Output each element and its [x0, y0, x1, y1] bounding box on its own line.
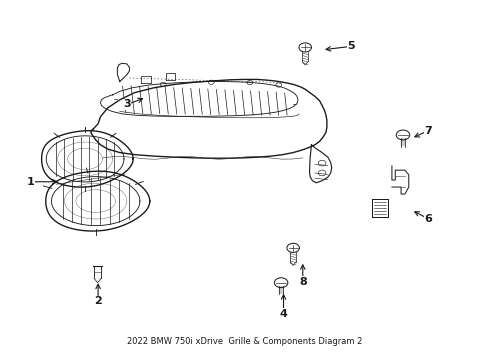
Text: 6: 6 — [424, 214, 432, 224]
Text: 3: 3 — [123, 99, 131, 109]
Text: 2022 BMW 750i xDrive  Grille & Components Diagram 2: 2022 BMW 750i xDrive Grille & Components… — [127, 337, 363, 346]
Text: 4: 4 — [280, 309, 288, 319]
Text: 8: 8 — [299, 277, 307, 287]
Text: 1: 1 — [27, 177, 34, 187]
Text: 2: 2 — [94, 296, 102, 306]
Text: 5: 5 — [347, 41, 355, 51]
Text: 7: 7 — [424, 126, 432, 136]
